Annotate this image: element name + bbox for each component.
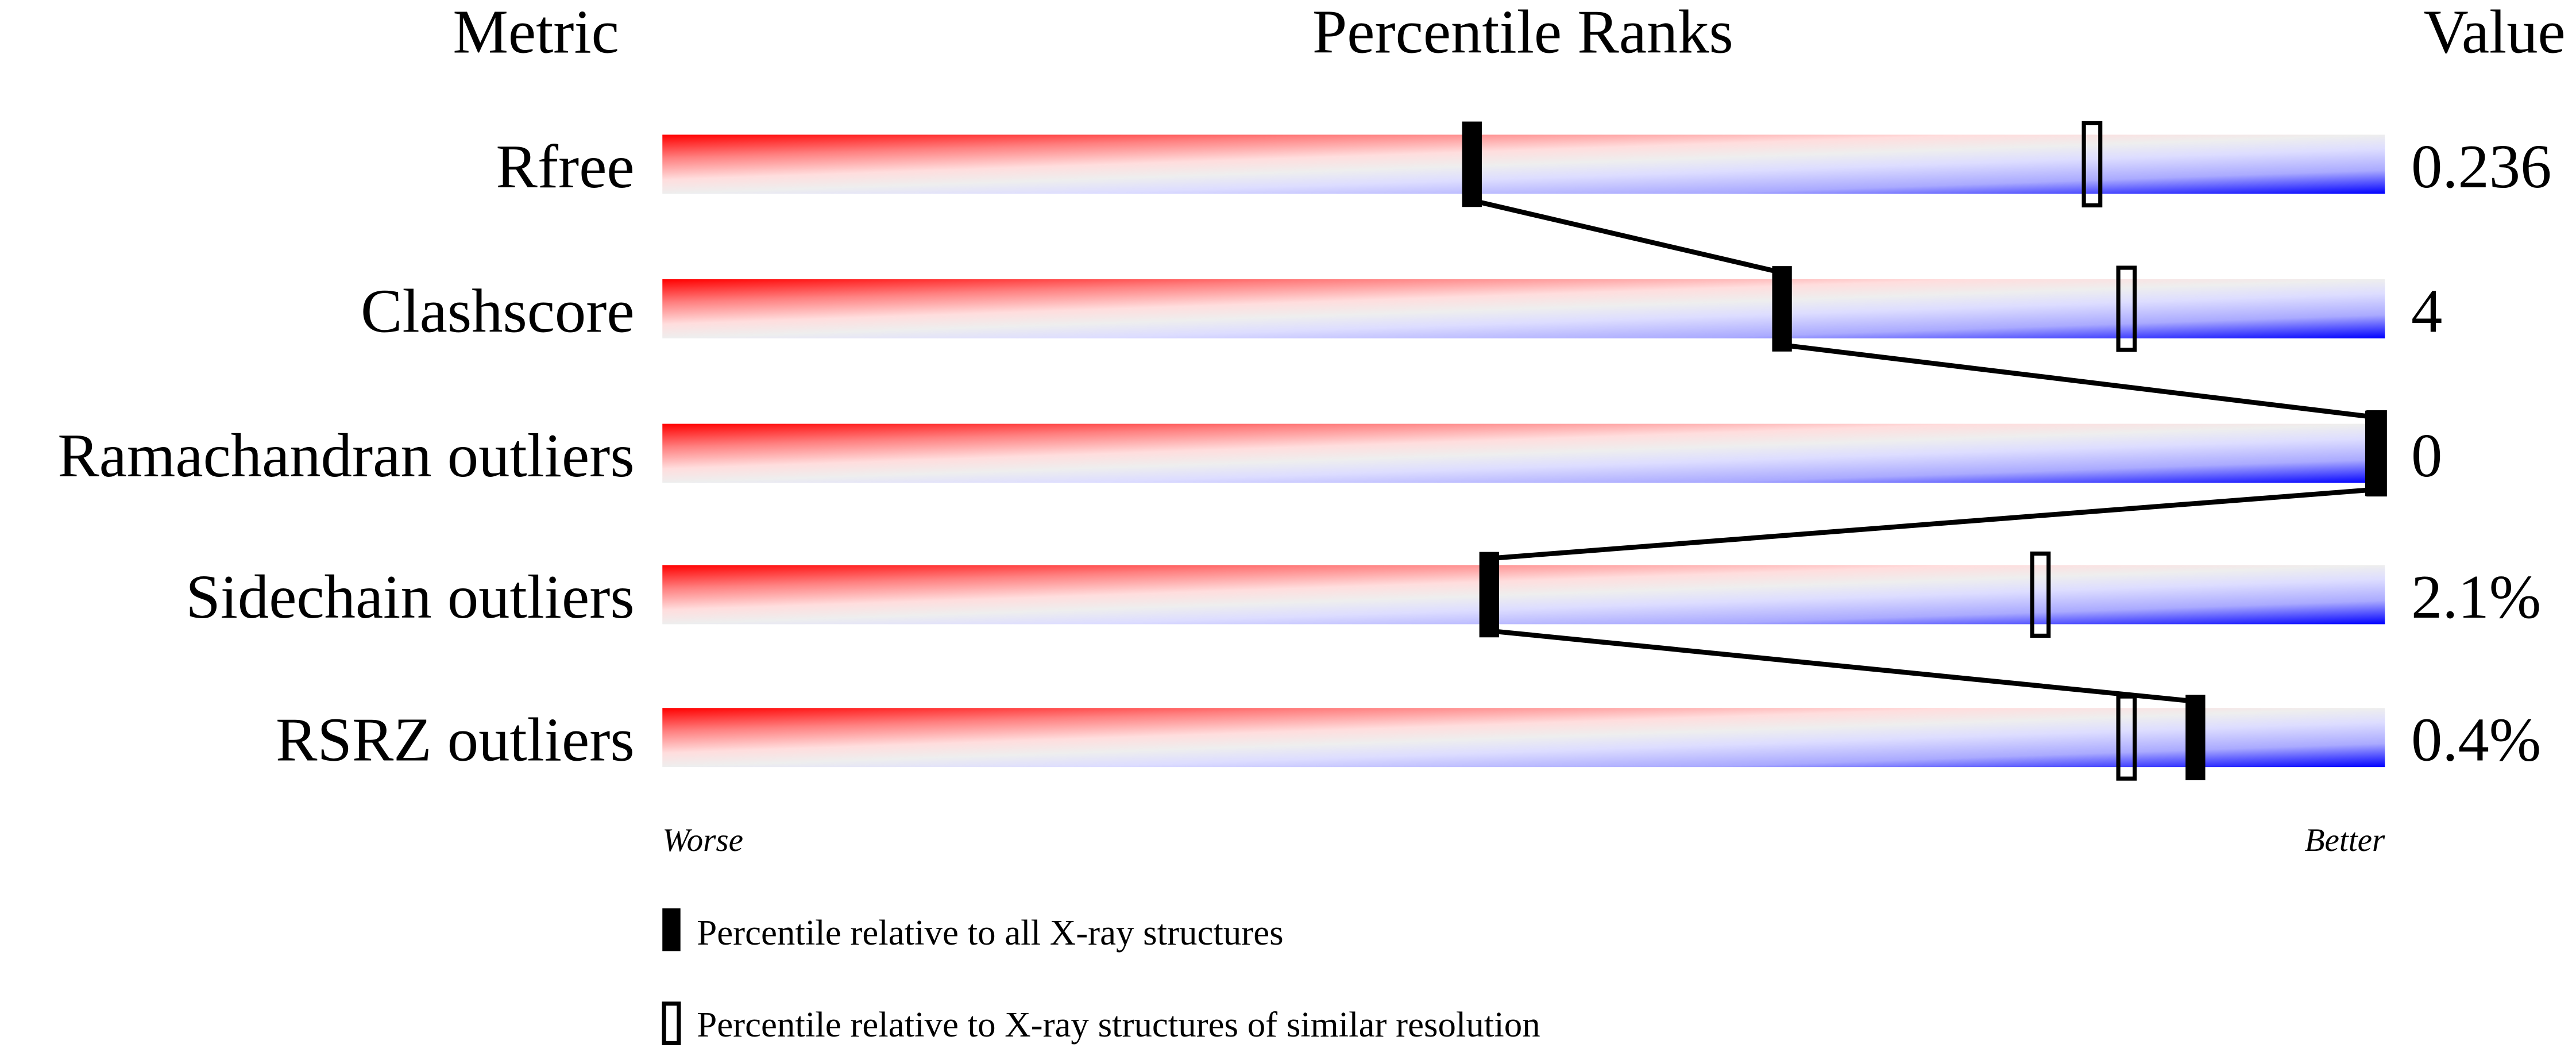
metric-label: Sidechain outliers <box>186 562 634 631</box>
metric-value: 0 <box>2411 421 2442 490</box>
marker-similar-resolution <box>2116 265 2137 352</box>
header-metric: Metric <box>453 0 619 66</box>
legend-similar-label: Percentile relative to X-ray structures … <box>697 1004 1540 1045</box>
metric-label: Ramachandran outliers <box>57 421 634 490</box>
marker-all-structures <box>1772 266 1792 352</box>
axis-label-better: Better <box>2305 822 2385 858</box>
marker-all-structures <box>1479 552 1499 638</box>
header-value: Value <box>2423 0 2565 66</box>
marker-all-structures <box>1462 121 1482 207</box>
percentile-bar <box>662 423 2385 483</box>
axis-label-worse: Worse <box>662 822 743 858</box>
percentile-bar <box>662 134 2385 194</box>
metric-label: RSRZ outliers <box>276 706 635 775</box>
legend-filled-marker <box>662 908 681 951</box>
metric-value: 4 <box>2411 277 2442 346</box>
marker-all-structures <box>2365 410 2385 496</box>
metric-value: 0.4% <box>2411 706 2541 775</box>
connector-line <box>1489 628 2196 704</box>
connector-line <box>1782 342 2376 420</box>
legend-all-label: Percentile relative to all X-ray structu… <box>697 912 1283 953</box>
connector-line <box>1489 487 2376 561</box>
marker-similar-resolution <box>2030 551 2051 638</box>
metric-label: Clashscore <box>361 277 635 346</box>
percentile-bar <box>662 279 2385 338</box>
header-percentile-ranks: Percentile Ranks <box>1312 0 1733 66</box>
percentile-bar <box>662 565 2385 625</box>
marker-similar-resolution <box>2116 694 2137 781</box>
marker-all-structures <box>2185 695 2206 780</box>
metric-value: 0.236 <box>2411 132 2551 201</box>
metric-label: Rfree <box>496 132 634 201</box>
percentile-bar <box>662 708 2385 768</box>
connector-line <box>1471 198 1783 275</box>
marker-similar-resolution <box>2081 121 2103 207</box>
legend-open-marker <box>662 1001 681 1045</box>
metric-value: 2.1% <box>2411 562 2541 631</box>
